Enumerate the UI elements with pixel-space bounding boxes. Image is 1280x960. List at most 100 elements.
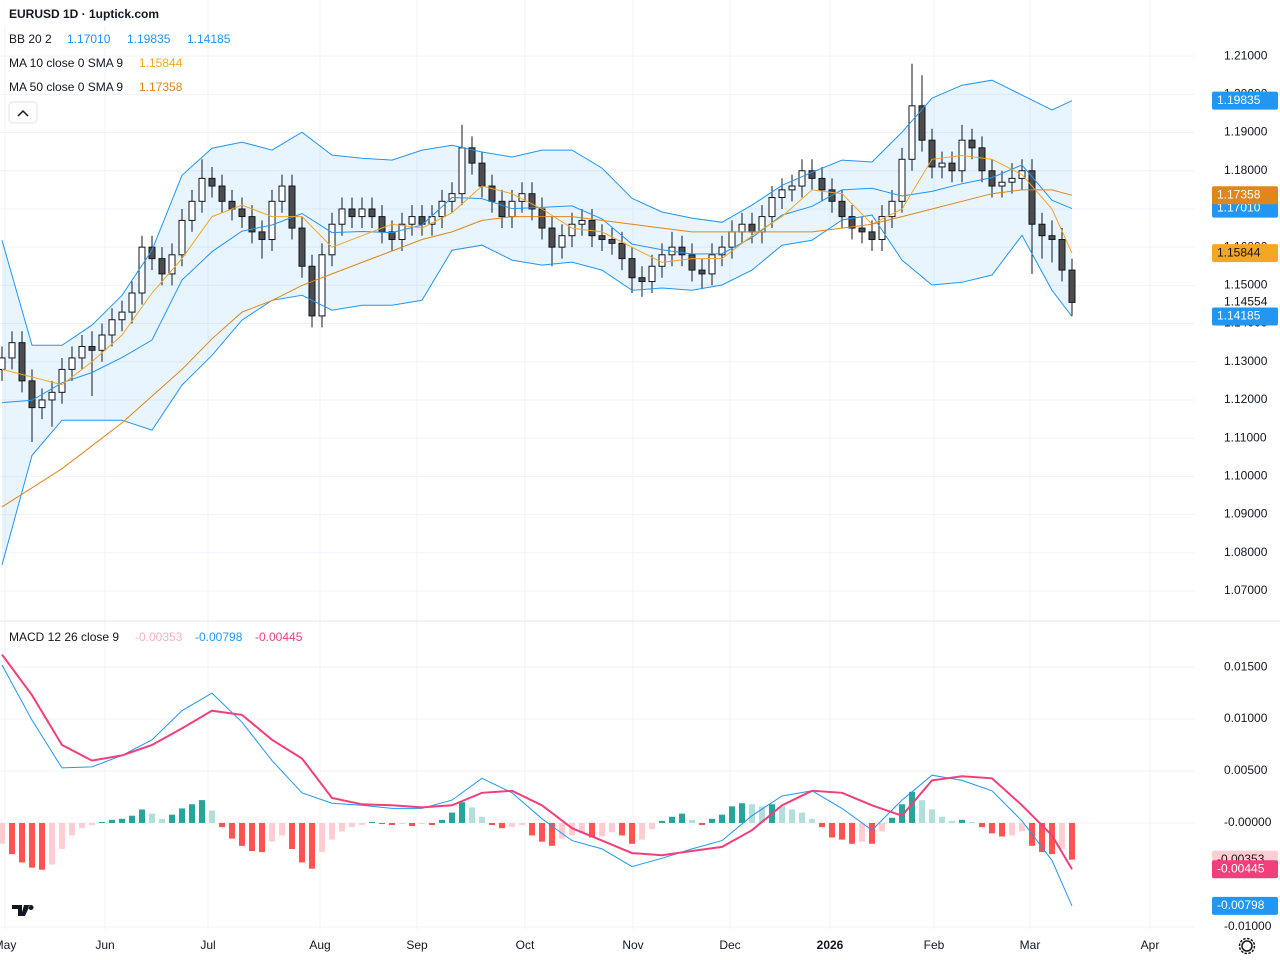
macd-histogram-bar — [899, 804, 905, 823]
x-tick-label: May — [0, 938, 16, 952]
macd-histogram-bar — [409, 822, 415, 827]
macd-histogram-bar — [979, 822, 985, 828]
candle-body — [978, 147, 986, 172]
y-tick-label: 1.09000 — [1224, 507, 1268, 521]
candle-body — [388, 231, 396, 241]
macd-histogram-bar — [869, 822, 875, 844]
candle-body — [408, 216, 416, 225]
candle-body — [148, 246, 156, 260]
y-tick-label: 1.19000 — [1224, 125, 1268, 139]
macd-histogram-bar — [859, 822, 865, 842]
macd-histogram-bar — [749, 804, 755, 823]
last-price-label: 1.14554 — [1224, 295, 1268, 309]
macd-histogram-bar — [819, 822, 825, 828]
macd-histogram-bar — [1039, 822, 1045, 853]
macd-histogram-bar — [499, 822, 505, 829]
macd-histogram-bar — [739, 803, 745, 823]
candle-body — [798, 170, 806, 187]
macd-histogram-bar — [589, 822, 595, 838]
y-tick-label: 1.21000 — [1224, 48, 1268, 62]
macd-histogram-bar — [469, 807, 475, 823]
x-tick-label: Feb — [924, 938, 945, 952]
macd-histogram-bar — [1059, 822, 1065, 849]
y-tick-label: 0.00500 — [1224, 763, 1268, 777]
candle-body — [648, 265, 656, 283]
candle-body — [858, 227, 866, 233]
candle-body — [58, 368, 66, 393]
chart-title: EURUSD 1D · 1uptick.com — [9, 7, 159, 21]
macd-histogram-bar — [619, 822, 625, 836]
candle-body — [1048, 235, 1056, 241]
candle-body — [528, 193, 536, 210]
macd-histogram-bar — [139, 809, 145, 823]
candle-body — [298, 227, 306, 267]
macd-histogram-bar — [209, 810, 215, 823]
collapse-button[interactable] — [8, 101, 38, 124]
macd-histogram-bar — [719, 814, 725, 823]
candle-body — [238, 208, 246, 218]
macd-histogram-bar — [379, 822, 385, 825]
y-tick-label: -0.01000 — [1224, 919, 1272, 933]
ma-badge: 1.17358 — [1217, 187, 1261, 201]
candle-body — [778, 189, 786, 198]
candle-body — [278, 185, 286, 202]
macd-histogram-bar — [649, 822, 655, 830]
macd-histogram-bar — [559, 822, 565, 839]
macd-histogram-bar — [789, 809, 795, 823]
candle-body — [558, 235, 566, 248]
x-tick-label: Aug — [309, 938, 330, 952]
macd-histogram-bar — [759, 806, 765, 823]
macd-histogram-bar — [949, 820, 955, 823]
macd-histogram-bar — [109, 819, 115, 823]
legend-value: -0.00353 — [135, 630, 183, 644]
macd-histogram-bar — [349, 822, 355, 828]
candle-body — [128, 292, 136, 313]
y-tick-label: 1.10000 — [1224, 469, 1268, 483]
y-tick-label: 1.07000 — [1224, 583, 1268, 597]
macd-histogram-bar — [909, 791, 915, 823]
candle-body — [898, 158, 906, 202]
macd-histogram-bar — [69, 822, 75, 836]
settings-icon-outer[interactable] — [1238, 937, 1256, 955]
legend-name: BB 20 2 — [9, 32, 52, 46]
x-tick-label: 2026 — [817, 938, 844, 952]
chevron-icon — [17, 109, 29, 117]
macd-histogram-bar — [419, 822, 425, 825]
legend-value: 1.19835 — [127, 32, 171, 46]
macd-histogram-bar — [629, 822, 635, 844]
macd-histogram-bar — [49, 822, 55, 865]
settings-icon[interactable] — [1241, 940, 1253, 952]
macd-histogram-bar — [399, 822, 405, 825]
bb-badge-bg — [1212, 307, 1278, 326]
candle-body — [488, 185, 496, 202]
macd-histogram-bar — [239, 822, 245, 846]
x-tick-label: Jun — [95, 938, 114, 952]
candle-body — [868, 231, 876, 241]
candle-body — [628, 258, 636, 279]
macd-histogram-bar — [809, 818, 815, 823]
x-tick-label: Dec — [719, 938, 740, 952]
candle-body — [578, 219, 586, 225]
candle-body — [8, 342, 16, 359]
macd-histogram-bar — [429, 822, 435, 826]
macd-badge-bg — [1212, 860, 1278, 879]
macd-histogram-bar — [1049, 822, 1055, 855]
bb-badge: 1.19835 — [1217, 93, 1261, 107]
x-tick-label: Apr — [1141, 938, 1160, 952]
candle-body — [138, 246, 146, 294]
ma-line — [1, 189, 1073, 508]
y-tick-label: 1.13000 — [1224, 354, 1268, 368]
candle-body — [308, 265, 316, 317]
macd-histogram-bar — [269, 822, 275, 842]
macd-histogram-bar — [99, 821, 105, 823]
macd-histogram-bar — [529, 822, 535, 836]
macd-histogram-bar — [829, 822, 835, 838]
candle-body — [78, 345, 86, 359]
macd-histogram-bar — [549, 822, 555, 846]
macd-histogram-bar — [579, 822, 585, 834]
candle-body — [708, 254, 716, 275]
candle-body — [468, 147, 476, 164]
candle-body — [918, 105, 926, 141]
candle-body — [1038, 223, 1046, 237]
last-price-bg — [1212, 293, 1278, 312]
